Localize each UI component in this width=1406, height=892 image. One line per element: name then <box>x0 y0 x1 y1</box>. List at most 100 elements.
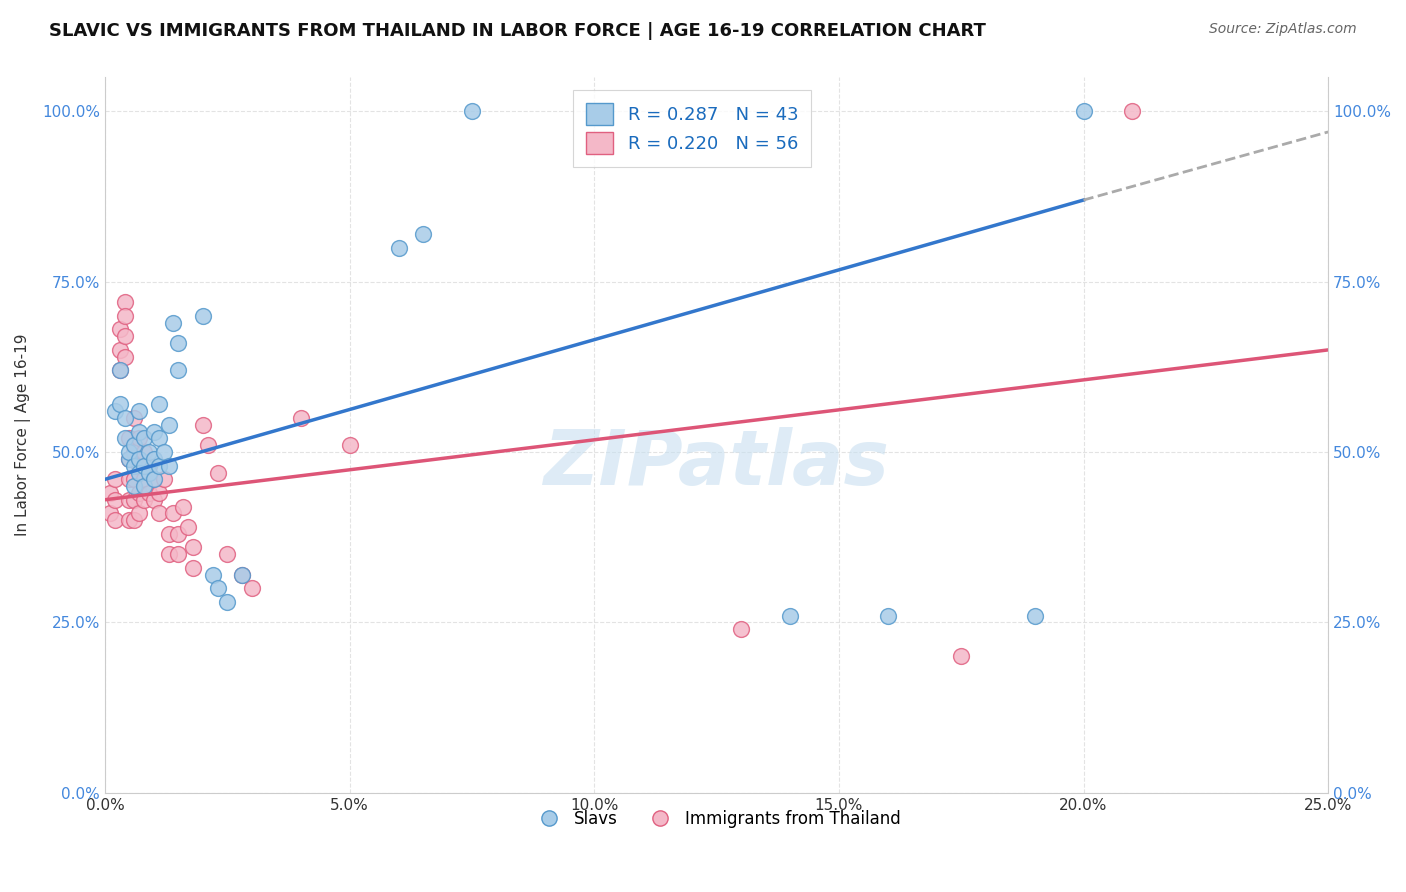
Point <box>132 432 155 446</box>
Point <box>1073 104 1095 119</box>
Point <box>108 397 131 411</box>
Point <box>132 472 155 486</box>
Point <box>124 411 146 425</box>
Text: SLAVIC VS IMMIGRANTS FROM THAILAND IN LABOR FORCE | AGE 16-19 CORRELATION CHART: SLAVIC VS IMMIGRANTS FROM THAILAND IN LA… <box>49 22 986 40</box>
Point <box>138 458 160 473</box>
Point <box>387 241 409 255</box>
Point <box>132 458 155 473</box>
Point <box>152 445 174 459</box>
Point <box>162 316 184 330</box>
Point <box>124 472 146 486</box>
Point <box>730 622 752 636</box>
Point <box>157 417 180 432</box>
Point <box>231 567 253 582</box>
Point <box>128 432 150 446</box>
Point <box>118 492 141 507</box>
Point <box>148 507 170 521</box>
Point <box>157 458 180 473</box>
Point <box>124 445 146 459</box>
Point <box>128 507 150 521</box>
Point <box>138 486 160 500</box>
Point <box>132 445 155 459</box>
Point <box>98 486 121 500</box>
Point <box>142 472 165 486</box>
Point <box>1024 608 1046 623</box>
Point <box>461 104 484 119</box>
Point <box>167 526 190 541</box>
Point <box>124 492 146 507</box>
Point <box>148 432 170 446</box>
Point <box>162 507 184 521</box>
Point <box>207 466 229 480</box>
Point <box>118 472 141 486</box>
Point <box>108 363 131 377</box>
Point <box>118 451 141 466</box>
Text: Source: ZipAtlas.com: Source: ZipAtlas.com <box>1209 22 1357 37</box>
Point <box>104 404 127 418</box>
Point <box>231 567 253 582</box>
Point <box>108 322 131 336</box>
Point <box>124 458 146 473</box>
Point <box>177 520 200 534</box>
Point <box>128 425 150 439</box>
Point <box>167 336 190 351</box>
Point <box>142 451 165 466</box>
Point <box>201 567 224 582</box>
Point <box>128 466 150 480</box>
Point <box>191 417 214 432</box>
Point <box>104 513 127 527</box>
Point <box>142 472 165 486</box>
Point <box>240 582 263 596</box>
Point <box>114 295 136 310</box>
Point <box>148 458 170 473</box>
Point <box>98 507 121 521</box>
Point <box>114 350 136 364</box>
Point <box>114 309 136 323</box>
Point <box>104 472 127 486</box>
Point <box>142 425 165 439</box>
Point <box>779 608 801 623</box>
Point <box>128 486 150 500</box>
Point <box>181 541 204 555</box>
Point <box>114 432 136 446</box>
Point <box>104 492 127 507</box>
Point <box>114 329 136 343</box>
Point <box>157 547 180 561</box>
Point <box>124 513 146 527</box>
Point <box>339 438 361 452</box>
Point <box>290 411 312 425</box>
Point <box>207 582 229 596</box>
Point <box>108 343 131 357</box>
Legend: Slavs, Immigrants from Thailand: Slavs, Immigrants from Thailand <box>526 803 907 834</box>
Y-axis label: In Labor Force | Age 16-19: In Labor Force | Age 16-19 <box>15 334 31 536</box>
Point <box>148 486 170 500</box>
Point <box>138 466 160 480</box>
Point <box>118 451 141 466</box>
Point <box>950 649 973 664</box>
Point <box>132 479 155 493</box>
Point <box>148 397 170 411</box>
Point <box>412 227 434 241</box>
Point <box>124 438 146 452</box>
Point <box>181 561 204 575</box>
Point <box>124 479 146 493</box>
Point <box>217 595 239 609</box>
Point <box>167 547 190 561</box>
Point <box>152 472 174 486</box>
Point <box>167 363 190 377</box>
Point <box>118 513 141 527</box>
Point <box>138 445 160 459</box>
Point <box>132 492 155 507</box>
Point <box>172 500 194 514</box>
Point <box>108 363 131 377</box>
Point <box>118 445 141 459</box>
Point <box>197 438 219 452</box>
Text: ZIPatlas: ZIPatlas <box>544 426 890 500</box>
Point <box>118 432 141 446</box>
Point <box>217 547 239 561</box>
Point <box>191 309 214 323</box>
Point <box>142 492 165 507</box>
Point <box>128 451 150 466</box>
Point <box>128 458 150 473</box>
Point <box>128 404 150 418</box>
